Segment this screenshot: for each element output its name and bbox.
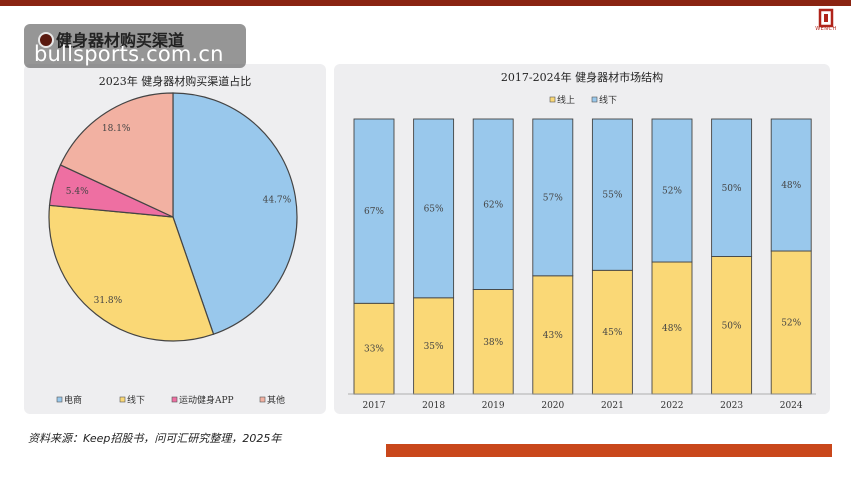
bar-segment (591, 269, 633, 395)
bar-data-label: 62% (483, 200, 503, 210)
bar-segment (651, 261, 693, 395)
pie-slice-label: 31.8% (94, 296, 123, 306)
section-bullet-icon (38, 32, 54, 48)
company-logo-icon (818, 8, 834, 28)
x-tick-label: 2023 (720, 401, 743, 411)
pie-slice (48, 204, 215, 342)
bar-segment (651, 118, 693, 263)
bottom-accent-bar (386, 444, 832, 457)
bar-segment (591, 118, 633, 271)
x-tick-label: 2018 (422, 401, 445, 411)
bar-data-label: 33% (364, 345, 384, 355)
pie-chart-title: 2023年 健身器材购买渠道占比 (99, 74, 252, 88)
bar-segment (770, 118, 812, 252)
legend-label: 电商 (64, 394, 82, 406)
source-note: 资料来源：Keep招股书，问可汇研究整理，2025年 (28, 432, 282, 445)
pie-slice-label: 5.4% (66, 187, 89, 197)
bar-data-label: 43% (543, 331, 563, 341)
bar-segment (353, 118, 395, 304)
pie-slice (59, 92, 174, 218)
x-tick-label: 2022 (661, 401, 684, 411)
legend-label: 运动健身APP (179, 394, 234, 406)
bar-data-label: 50% (722, 184, 742, 194)
x-tick-label: 2021 (601, 401, 624, 411)
stacked-bar-chart: 2017-2024年 健身器材市场结构 线上 线下 33% 67% 35% 65% 38%… (348, 70, 816, 411)
bar-segment (711, 256, 753, 395)
legend-label: 线下 (127, 394, 145, 406)
legend-swatch (549, 96, 556, 103)
section-title: 健身器材购买渠道 (56, 31, 185, 50)
bar-segment (413, 297, 455, 395)
bar-data-label: 67% (364, 207, 384, 217)
bar-data-label: 38% (483, 338, 503, 348)
bar-segment (532, 275, 574, 395)
bar-data-label: 48% (662, 324, 682, 334)
legend-swatch (171, 396, 178, 403)
bar-data-label: 45% (602, 328, 622, 338)
bar-data-label: 52% (781, 319, 801, 329)
bar-chart-panel: 2017-2024年 健身器材市场结构 线上 线下 33% 67% 35% 65% 38%… (334, 64, 830, 414)
bar-segment (472, 289, 514, 395)
x-tick-label: 2019 (482, 401, 505, 411)
legend-label: 其他 (267, 394, 285, 406)
legend-swatch (591, 96, 598, 103)
pie-chart: 2023年 健身器材购买渠道占比 44.7% 31.8% 5.4% 18.1% 电商 线… (48, 74, 298, 406)
bar-data-label: 55% (602, 191, 622, 201)
x-tick-label: 2017 (363, 401, 386, 411)
bar-segment (472, 118, 514, 290)
pie-slice-label: 18.1% (102, 124, 131, 134)
pie-slice-label: 44.7% (263, 196, 292, 206)
logo-wordmark: WENCH (815, 26, 837, 32)
bar-segment (532, 118, 574, 277)
bar-data-label: 48% (781, 181, 801, 191)
bar-chart-title: 2017-2024年 健身器材市场结构 (501, 70, 663, 84)
bar-data-label: 35% (424, 342, 444, 352)
legend-label: 线上 (557, 94, 575, 106)
bar-segment (413, 118, 455, 299)
bar-data-label: 50% (722, 321, 742, 331)
legend-swatch (259, 396, 266, 403)
pie-chart-panel: 2023年 健身器材购买渠道占比 44.7% 31.8% 5.4% 18.1% 电商 线… (24, 64, 326, 414)
bar-data-label: 57% (543, 193, 563, 203)
legend-swatch (119, 396, 126, 403)
x-tick-label: 2020 (541, 401, 564, 411)
bar-data-label: 52% (662, 187, 682, 197)
x-tick-label: 2024 (780, 401, 803, 411)
legend-label: 线下 (599, 94, 617, 106)
bar-segment (353, 302, 395, 395)
legend-swatch (56, 396, 63, 403)
watermark-url: bullsports.com.cn (34, 42, 224, 66)
top-accent-bar (0, 0, 851, 6)
pie-slice (172, 92, 298, 335)
watermark-overlay: 健身器材购买渠道 bullsports.com.cn (24, 24, 246, 68)
bar-segment (711, 118, 753, 257)
bar-data-label: 65% (424, 204, 444, 214)
bar-segment (770, 250, 812, 395)
